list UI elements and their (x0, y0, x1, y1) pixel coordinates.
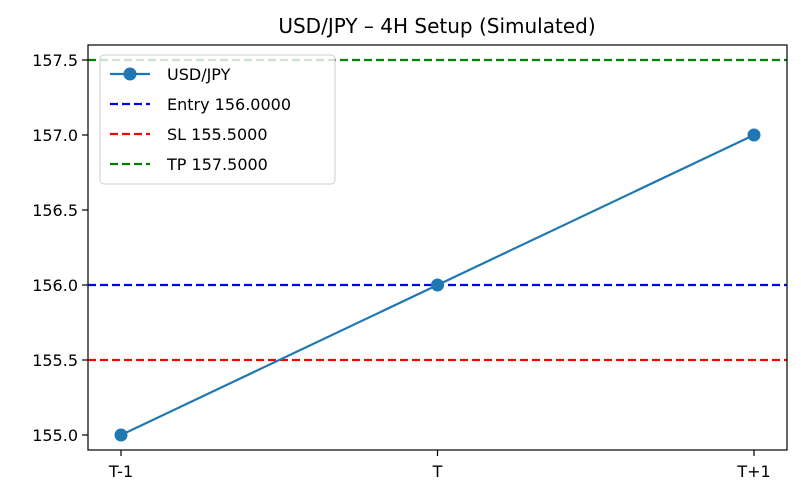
data-point (114, 428, 128, 442)
legend-label: USD/JPY (167, 65, 231, 84)
legend-label: Entry 156.0000 (167, 95, 291, 114)
y-tick-label: 155.0 (32, 426, 78, 445)
legend: USD/JPY Entry 156.0000 SL 155.5000 TP 157.5… (99, 54, 336, 185)
legend-marker (123, 67, 137, 81)
y-tick-label: 156.0 (32, 276, 78, 295)
legend-label: SL 155.5000 (167, 125, 268, 144)
axes: 155.0 155.5 156.0 156.5 157.0 157.5 T-1 T T+1 (32, 51, 770, 481)
legend-label: TP 157.5000 (166, 155, 268, 174)
plot-area (88, 58, 787, 442)
y-tick-label: 157.5 (32, 51, 78, 70)
chart-title: USD/JPY – 4H Setup (Simulated) (278, 14, 595, 38)
y-tick-label: 155.5 (32, 351, 78, 370)
data-point (431, 278, 444, 292)
y-tick-label: 156.5 (32, 201, 78, 220)
legend-box (99, 54, 336, 185)
x-tick-label: T-1 (108, 462, 133, 481)
y-tick-label: 157.0 (32, 126, 78, 145)
data-point (747, 128, 761, 142)
x-tick-label: T (432, 462, 443, 481)
x-tick-label: T+1 (736, 462, 770, 481)
